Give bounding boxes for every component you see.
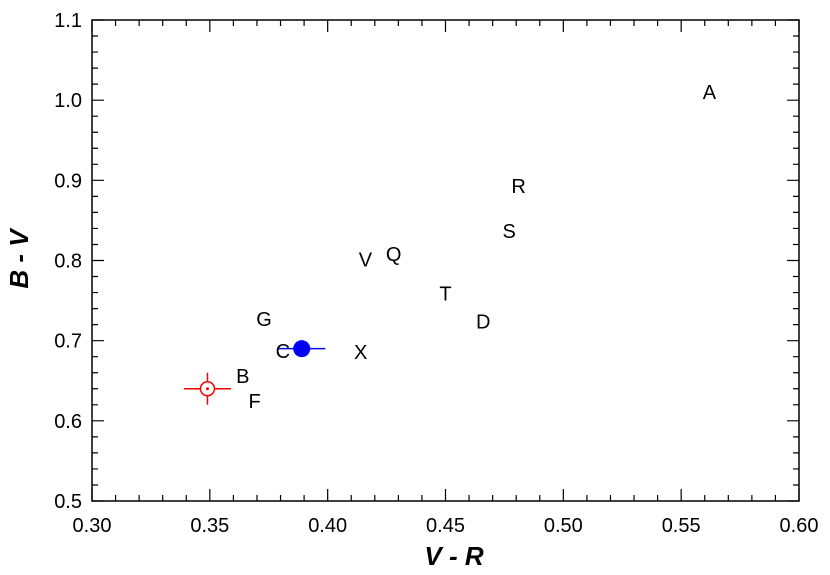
y-tick-label: 1.1 [54, 10, 82, 32]
point-label-A: A [703, 82, 717, 104]
point-label-D: D [476, 311, 490, 333]
y-tick-label: 0.9 [54, 170, 82, 192]
y-tick-label: 0.6 [54, 411, 82, 433]
x-tick-label: 0.55 [662, 515, 701, 537]
x-axis-title: V - R [424, 541, 483, 571]
x-tick-label: 0.50 [544, 515, 583, 537]
axis-tick-labels: 0.30 0.35 0.40 0.45 0.50 0.55 0.60 0.5 0.6 0.7 0.8… [54, 10, 818, 537]
y-tick-label: 0.5 [54, 491, 82, 513]
y-axis-title: B - V [4, 227, 34, 289]
point-label-V: V [359, 250, 373, 272]
point-label-G: G [256, 309, 272, 331]
point-label-B: B [236, 366, 249, 388]
data-points [183, 340, 326, 405]
x-tick-label: 0.45 [426, 515, 465, 537]
point-label-F: F [249, 391, 261, 413]
point-labels: A R S QV T D GC X BF [236, 82, 717, 413]
axis-ticks [91, 19, 800, 502]
y-tick-label: 0.8 [54, 251, 82, 273]
point-label-T: T [439, 283, 451, 305]
point-label-R: R [511, 176, 525, 198]
filled-circle-marker [293, 340, 311, 358]
x-tick-label: 0.35 [190, 515, 229, 537]
plot-frame [91, 19, 800, 502]
y-tick-label: 1.0 [54, 90, 82, 112]
y-tick-label: 0.7 [54, 331, 82, 353]
x-tick-label: 0.40 [308, 515, 347, 537]
point-label-X: X [354, 342, 367, 364]
point-label-C: C [276, 341, 290, 363]
x-tick-label: 0.60 [780, 515, 819, 537]
point-label-Q: Q [386, 244, 402, 266]
x-tick-label: 0.30 [73, 515, 112, 537]
sun-marker-dot [205, 387, 209, 391]
point-label-S: S [502, 221, 515, 243]
